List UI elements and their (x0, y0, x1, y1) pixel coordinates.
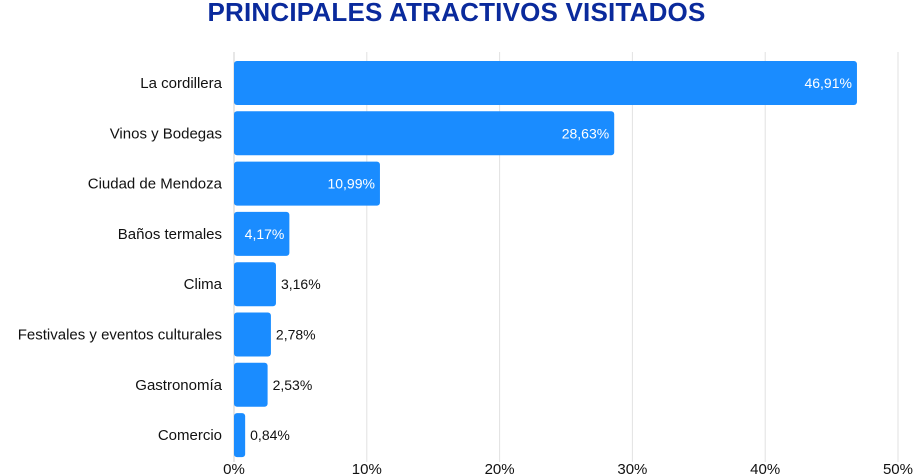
x-tick-label: 40% (750, 461, 780, 476)
data-label: 0,84% (250, 427, 290, 443)
x-tick-label: 30% (617, 461, 647, 476)
data-label: 2,53% (273, 377, 313, 393)
category-label: Ciudad de Mendoza (88, 176, 223, 193)
category-label: Vinos y Bodegas (110, 125, 222, 142)
category-label: Baños termales (118, 226, 222, 243)
category-label: La cordillera (140, 75, 222, 92)
bar (234, 362, 268, 407)
bar (234, 262, 276, 307)
data-label: 46,91% (804, 75, 851, 91)
bar (234, 161, 380, 206)
x-tick-label: 10% (352, 461, 382, 476)
data-label: 2,78% (276, 327, 316, 343)
bar (234, 111, 615, 156)
bar (234, 61, 857, 105)
x-tick-label: 20% (485, 461, 515, 476)
category-label: Gastronomía (135, 377, 222, 394)
bar (234, 413, 246, 458)
category-label: Festivales y eventos culturales (18, 327, 222, 344)
category-label: Comercio (158, 427, 222, 444)
x-tick-label: 50% (883, 461, 913, 476)
bar (234, 312, 271, 357)
category-label: Clima (184, 276, 223, 293)
bar (234, 211, 290, 256)
data-label: 3,16% (281, 276, 321, 292)
data-label: 28,63% (562, 125, 609, 141)
chart-title: PRINCIPALES ATRACTIVOS VISITADOS (207, 0, 706, 27)
data-label: 10,99% (327, 176, 374, 192)
x-tick-label: 0% (223, 461, 245, 476)
data-label: 4,17% (245, 226, 285, 242)
